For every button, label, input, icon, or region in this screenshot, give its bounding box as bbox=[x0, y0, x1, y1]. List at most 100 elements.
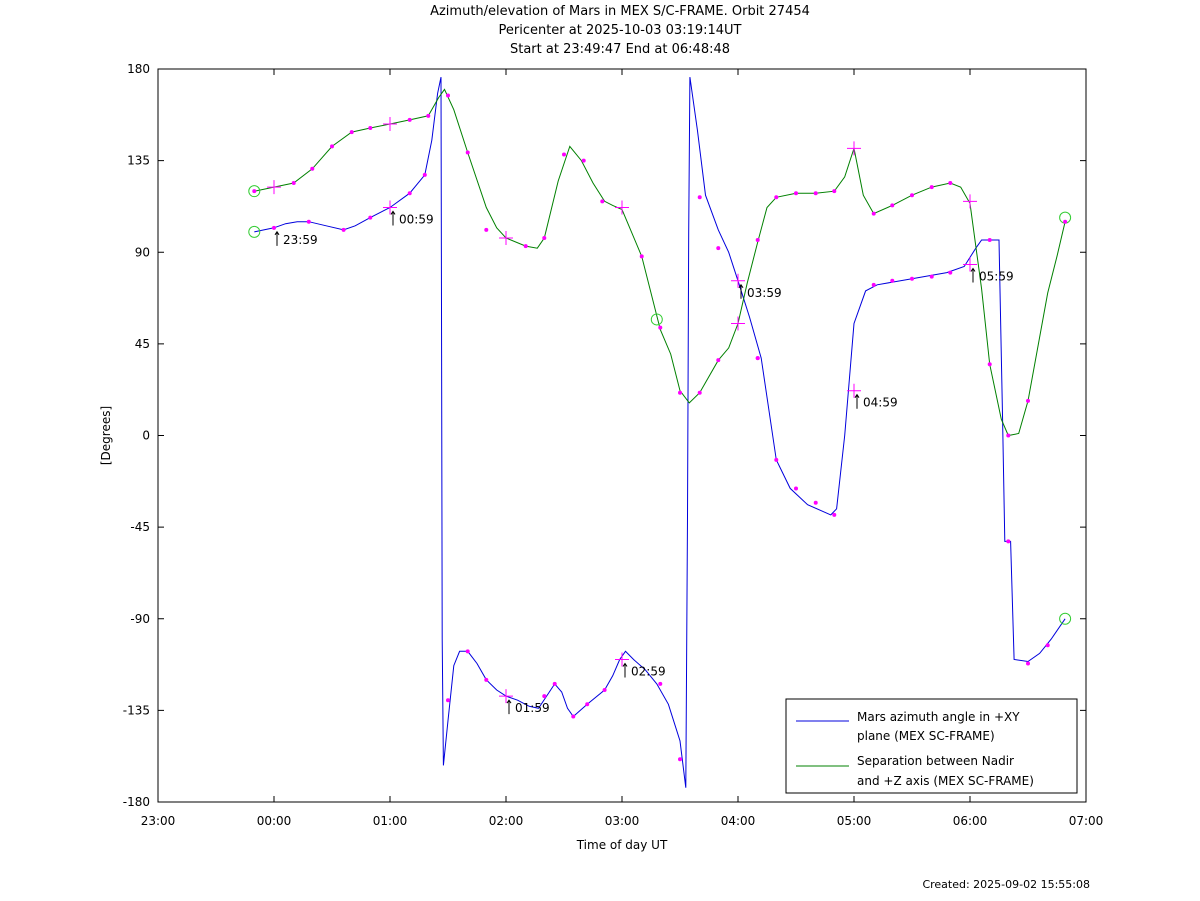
time-annotation-arrow bbox=[390, 210, 396, 226]
y-tick-label: 135 bbox=[127, 154, 150, 168]
separation-point bbox=[252, 189, 257, 194]
azimuth-hour-marker bbox=[847, 383, 861, 398]
separation-point bbox=[330, 144, 334, 149]
separation-hour-marker bbox=[499, 230, 513, 245]
separation-point bbox=[755, 238, 760, 243]
azimuth-point bbox=[446, 698, 450, 703]
time-annotation-label: 00:59 bbox=[399, 212, 434, 226]
time-annotation-label: 01:59 bbox=[515, 701, 550, 715]
azimuth-point bbox=[678, 757, 682, 762]
azimuth-point bbox=[407, 191, 412, 196]
separation-start-end-circle bbox=[248, 185, 261, 198]
separation-point bbox=[794, 191, 798, 196]
separation-point bbox=[581, 158, 586, 163]
created-timestamp: Created: 2025-09-02 15:55:08 bbox=[922, 878, 1090, 891]
separation-point bbox=[890, 203, 895, 208]
azimuth-point bbox=[929, 274, 934, 279]
separation-point bbox=[658, 325, 663, 330]
legend-box bbox=[785, 698, 1078, 794]
x-tick-label: 01:00 bbox=[373, 814, 408, 828]
separation-point bbox=[542, 235, 547, 240]
azimuth-hour-marker bbox=[383, 200, 397, 215]
marks-layer: 23:59 00:59 01:59 02:59 03:59 04:59 05:59 bbox=[248, 76, 1072, 788]
azimuth-point bbox=[948, 270, 953, 275]
time-annotation-arrow bbox=[970, 267, 976, 283]
time-annotation-arrow bbox=[854, 393, 860, 409]
time-annotation-arrow bbox=[506, 699, 512, 715]
azimuth-point bbox=[542, 694, 547, 699]
azimuth-point bbox=[602, 688, 607, 693]
separation-point bbox=[446, 93, 450, 98]
azimuth-point bbox=[987, 238, 992, 243]
separation-point bbox=[813, 191, 818, 196]
separation-point bbox=[697, 390, 702, 395]
separation-hour-marker bbox=[963, 194, 977, 209]
azimuth-point bbox=[272, 225, 276, 230]
separation-hour-marker bbox=[847, 141, 861, 156]
chart-title: Azimuth/elevation of Mars in MEX S/C-FRA… bbox=[430, 4, 810, 19]
separation-point bbox=[755, 356, 760, 361]
azimuth-point bbox=[890, 278, 895, 283]
azimuth-point bbox=[832, 512, 837, 517]
azimuth-point bbox=[658, 681, 663, 686]
separation-point bbox=[600, 199, 605, 204]
x-tick-label: 00:00 bbox=[257, 814, 292, 828]
chart-subtitle-pericenter: Pericenter at 2025-10-03 03:19:14UT bbox=[498, 23, 742, 38]
azimuth-point bbox=[1006, 539, 1011, 544]
separation-point bbox=[368, 126, 373, 131]
separation-hour-marker bbox=[731, 316, 745, 331]
separation-point bbox=[407, 117, 412, 122]
y-tick-label: -45 bbox=[130, 520, 150, 534]
y-tick-label: 90 bbox=[135, 245, 150, 259]
azimuth-point bbox=[484, 677, 489, 682]
separation-point bbox=[484, 227, 489, 232]
x-tick-label: 07:00 bbox=[1069, 814, 1104, 828]
azimuth-hour-marker bbox=[615, 652, 629, 667]
separation-point bbox=[1026, 398, 1030, 403]
y-tick-label: 45 bbox=[135, 337, 150, 351]
separation-point bbox=[1006, 433, 1011, 438]
legend-label-azimuth-line1: Mars azimuth angle in +XY bbox=[857, 710, 1020, 724]
azimuth-start-end-circle bbox=[1059, 612, 1072, 625]
azimuth-point bbox=[306, 219, 311, 224]
separation-point bbox=[562, 152, 566, 157]
azimuth-line bbox=[254, 76, 1066, 788]
azimuth-point bbox=[571, 714, 576, 719]
separation-point bbox=[426, 113, 431, 118]
azimuth-point bbox=[585, 702, 590, 707]
x-axis-label: Time of day UT bbox=[576, 838, 668, 852]
separation-point bbox=[832, 189, 837, 194]
separation-point bbox=[465, 150, 470, 155]
time-annotation-label: 04:59 bbox=[863, 396, 898, 410]
y-tick-label: 180 bbox=[127, 62, 150, 76]
time-annotation-label: 23:59 bbox=[283, 233, 318, 247]
y-tick-label: -90 bbox=[130, 612, 150, 626]
azimuth-point bbox=[716, 246, 721, 251]
separation-point bbox=[716, 358, 721, 363]
separation-hour-marker bbox=[615, 200, 629, 215]
separation-point bbox=[639, 254, 644, 259]
time-annotation-label: 02:59 bbox=[631, 664, 666, 678]
separation-point bbox=[1063, 219, 1068, 224]
azimuth-point bbox=[341, 227, 346, 232]
y-tick-label: -180 bbox=[123, 795, 150, 809]
x-tick-label: 03:00 bbox=[605, 814, 640, 828]
legend-label-separation-line2: and +Z axis (MEX SC-FRAME) bbox=[857, 774, 1034, 788]
time-annotation-arrow bbox=[738, 283, 744, 299]
separation-point bbox=[910, 193, 914, 198]
azimuth-point bbox=[465, 649, 470, 654]
x-tick-label: 04:00 bbox=[721, 814, 756, 828]
separation-hour-marker bbox=[383, 116, 397, 131]
time-annotation-arrow bbox=[274, 230, 280, 246]
separation-line bbox=[254, 88, 1066, 437]
time-annotation-label: 05:59 bbox=[979, 269, 1014, 283]
separation-point bbox=[987, 362, 992, 367]
x-tick-label: 06:00 bbox=[953, 814, 988, 828]
x-tick-label: 23:00 bbox=[141, 814, 176, 828]
y-tick-label: -135 bbox=[123, 703, 150, 717]
time-annotation-label: 03:59 bbox=[747, 286, 782, 300]
azimuth-hour-marker bbox=[731, 273, 745, 288]
separation-point bbox=[948, 181, 953, 186]
axes-layer: 23:00 00:00 01:00 02:00 03:00 04:00 05:00 06:00… bbox=[123, 62, 1104, 828]
